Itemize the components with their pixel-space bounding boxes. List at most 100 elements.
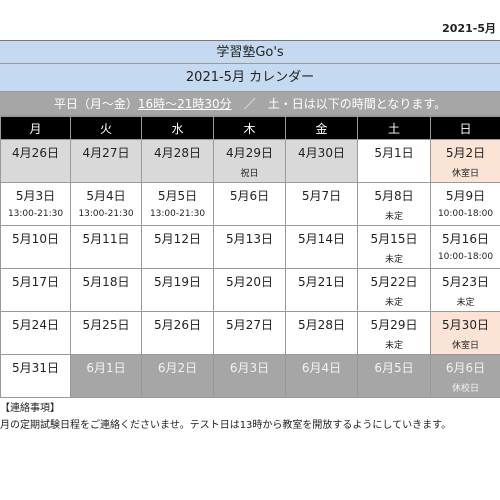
day-date: 5月27日 [226, 318, 273, 332]
day-cell: 6月5日 [357, 354, 431, 398]
week-row: 4月26日 4月27日 4月28日 4月29日祝日 4月30日 5月1日 5月2日休室日 [0, 139, 500, 183]
day-cell: 5月31日 [0, 354, 71, 398]
day-cell: 5月9日 10:00-18:00 [430, 182, 500, 226]
day-date: 5月23日 [442, 275, 489, 289]
day-cell: 6月3日 [213, 354, 286, 398]
day-date: 5月22日 [370, 275, 418, 289]
day-date: 5月9日 [445, 189, 486, 203]
day-note: 未定 [456, 298, 475, 308]
day-date: 5月25日 [82, 318, 130, 332]
day-date: 5月19日 [154, 275, 201, 289]
weekday-cell: 土 [357, 116, 431, 140]
day-cell: 5月29日未定 [357, 311, 431, 355]
weekday-cell: 火 [70, 116, 142, 140]
day-date: 5月21日 [298, 275, 345, 289]
week-row: 5月3日 13:00-21:30 5月4日 13:00-21:30 5月5日 13:00-… [0, 182, 500, 226]
day-date: 5月4日 [86, 189, 126, 203]
day-date: 5月1日 [374, 146, 414, 160]
day-cell: 5月22日未定 [357, 268, 431, 312]
day-date: 4月30日 [298, 146, 345, 160]
day-cell: 4月30日 [285, 139, 358, 183]
day-cell: 5月7日 [285, 182, 358, 226]
day-cell: 5月26日 [141, 311, 214, 355]
day-date: 4月29日 [226, 146, 273, 160]
day-cell: 4月29日祝日 [213, 139, 286, 183]
day-date: 6月2日 [157, 361, 198, 375]
day-note: 未定 [384, 212, 403, 222]
day-cell: 5月16日 10:00-18:00 [430, 225, 500, 269]
day-note: 休室日 [451, 169, 479, 179]
weekday-cell: 水 [141, 116, 214, 140]
weekday-cell: 日 [430, 116, 500, 140]
day-cell: 5月19日 [141, 268, 214, 312]
day-date: 5月15日 [370, 232, 418, 246]
day-cell: 6月4日 [285, 354, 358, 398]
day-cell: 5月14日 [285, 225, 358, 269]
notes-body: 月の定期試験日程をご連絡くださいませ。テスト日は13時から教室を開放するようにし… [0, 420, 452, 431]
weekday-cell: 木 [213, 116, 286, 140]
day-cell: 5月6日 [213, 182, 286, 226]
day-cell: 5月11日 [70, 225, 142, 269]
day-date: 5月14日 [298, 232, 345, 246]
day-date: 5月16日 [442, 232, 489, 246]
day-date: 6月5日 [374, 361, 414, 375]
day-note: 10:00-18:00 [437, 252, 494, 262]
weekday-cell: 金 [285, 116, 358, 140]
day-date: 4月26日 [12, 146, 59, 160]
day-date: 6月3日 [229, 361, 270, 375]
day-date: 5月26日 [154, 318, 201, 332]
day-cell: 5月23日未定 [430, 268, 500, 312]
day-date: 5月2日 [445, 146, 486, 160]
day-cell: 5月24日 [0, 311, 71, 355]
day-date: 5月11日 [82, 232, 130, 246]
day-date: 5月29日 [370, 318, 418, 332]
day-date: 6月6日 [445, 361, 486, 375]
day-cell: 5月3日 13:00-21:30 [0, 182, 71, 226]
week-row: 5月10日 5月11日 5月12日 5月13日 5月14日 5月15日 未定 5月16日 10:… [0, 225, 500, 269]
hours-note: 平日（月～金）16時～21時30分 ／ 土・日は以下の時間となります。 [0, 92, 500, 116]
day-note: 13:00-21:30 [78, 209, 134, 219]
week-row: 5月24日 5月25日 5月26日 5月27日 5月28日 5月29日 未定 5月30日 休室日 [0, 311, 500, 355]
day-cell: 5月28日 [285, 311, 358, 355]
day-date: 5月24日 [12, 318, 59, 332]
day-cell: 5月17日 [0, 268, 71, 312]
calendar-title: 学習塾Go's [0, 40, 500, 64]
day-date: 5月17日 [12, 275, 59, 289]
day-cell: 6月6日 休校日 [430, 354, 500, 398]
day-cell: 5月2日休室日 [430, 139, 500, 183]
calendar-subtitle: 2021-5月 カレンダー [0, 64, 500, 92]
day-cell: 5月1日 [357, 139, 431, 183]
day-cell: 6月2日 [141, 354, 214, 398]
day-cell: 5月8日未定 [357, 182, 431, 226]
day-note: 10:00-18:00 [437, 209, 494, 219]
day-date: 5月7日 [301, 189, 342, 203]
day-date: 5月3日 [15, 189, 56, 203]
day-cell: 4月27日 [70, 139, 142, 183]
day-note: 13:00-21:30 [7, 209, 64, 219]
day-date: 5月13日 [226, 232, 273, 246]
day-cell: 5月5日 13:00-21:30 [141, 182, 214, 226]
day-cell: 4月26日 [0, 139, 71, 183]
day-cell: 5月13日 [213, 225, 286, 269]
hours-text: ／ 土・日は以下の時間となります。 [231, 97, 447, 111]
day-note: 未定 [384, 298, 403, 308]
day-cell: 5月21日 [285, 268, 358, 312]
day-cell: 5月25日 [70, 311, 142, 355]
week-row: 5月31日 6月1日 6月2日 6月3日 6月4日 6月5日 6月6日 休校日 [0, 354, 500, 398]
day-cell: 5月20日 [213, 268, 286, 312]
day-cell: 5月12日 [141, 225, 214, 269]
day-cell: 5月27日 [213, 311, 286, 355]
calendar-grid: 月火水木金土日 4月26日 4月27日 4月28日 4月29日祝日 4月30日 5月1日 5月… [0, 116, 500, 398]
day-date: 6月1日 [86, 361, 126, 375]
day-note: 祝日 [240, 169, 259, 179]
day-cell: 5月10日 [0, 225, 71, 269]
day-cell: 5月4日 13:00-21:30 [70, 182, 142, 226]
header-date: 2021-5月 [442, 22, 496, 35]
day-note: 休室日 [451, 341, 479, 351]
day-note: 未定 [384, 341, 403, 351]
day-date: 4月28日 [154, 146, 201, 160]
day-date: 5月6日 [229, 189, 270, 203]
day-date: 5月30日 [442, 318, 489, 332]
day-date: 5月8日 [374, 189, 414, 203]
weekday-cell: 月 [0, 116, 71, 140]
